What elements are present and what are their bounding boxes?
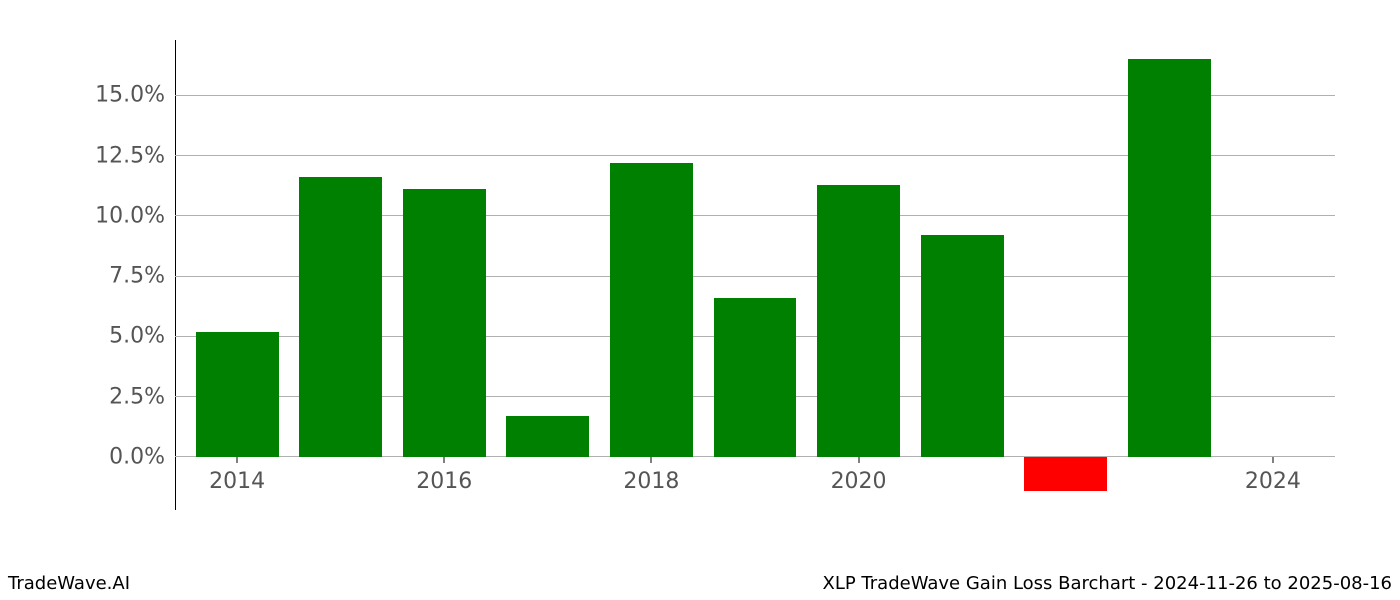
- bar: [506, 416, 589, 457]
- x-tick-label: 2014: [209, 457, 265, 494]
- chart-caption: XLP TradeWave Gain Loss Barchart - 2024-…: [823, 573, 1393, 594]
- bar: [1024, 457, 1107, 491]
- bar: [196, 332, 279, 457]
- y-tick-label: 15.0%: [95, 83, 175, 108]
- bar: [921, 235, 1004, 457]
- bar: [610, 163, 693, 457]
- y-tick-label: 10.0%: [95, 203, 175, 228]
- chart-container: { "chart": { "type": "bar", "canvas": { …: [0, 0, 1400, 600]
- y-tick-label: 7.5%: [109, 264, 175, 289]
- y-tick-label: 0.0%: [109, 444, 175, 469]
- x-tick-label: 2020: [831, 457, 887, 494]
- x-tick-label: 2016: [416, 457, 472, 494]
- bar: [714, 298, 797, 457]
- bar: [403, 189, 486, 457]
- y-tick-label: 5.0%: [109, 324, 175, 349]
- plot-area: 0.0%2.5%5.0%7.5%10.0%12.5%15.0%201420162…: [175, 40, 1335, 510]
- watermark-left: TradeWave.AI: [8, 573, 130, 594]
- x-tick-label: 2024: [1245, 457, 1301, 494]
- bar: [299, 177, 382, 457]
- y-tick-label: 2.5%: [109, 384, 175, 409]
- bar: [1128, 59, 1211, 457]
- x-tick-label: 2018: [623, 457, 679, 494]
- bar: [817, 185, 900, 457]
- y-tick-label: 12.5%: [95, 143, 175, 168]
